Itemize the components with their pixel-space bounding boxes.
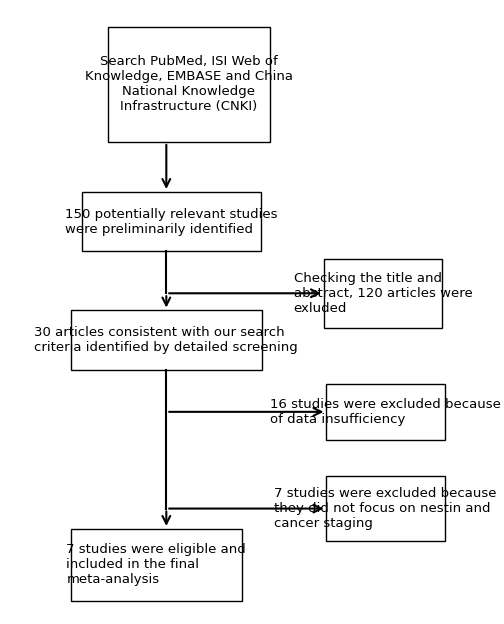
Bar [324,259,443,328]
Text: 30 articles consistent with our search
criteria identified by detailed screening: 30 articles consistent with our search c… [34,326,298,354]
Text: 7 studies were excluded because
they did not focus on nestin and
cancer staging: 7 studies were excluded because they did… [274,487,497,530]
Text: Checking the title and
abstract, 120 articles were
exluded: Checking the title and abstract, 120 art… [294,272,472,314]
Bar [108,26,270,142]
Bar [71,529,242,600]
Text: 150 potentially relevant studies
were preliminarily identified: 150 potentially relevant studies were pr… [65,208,278,235]
Text: Search PubMed, ISI Web of
Knowledge, EMBASE and China
National Knowledge
Infrast: Search PubMed, ISI Web of Knowledge, EMB… [85,56,293,113]
Bar [71,310,262,369]
Text: 16 studies were excluded because
of data insufficiency: 16 studies were excluded because of data… [270,398,501,426]
Text: 7 studies were eligible and
included in the final
meta-analysis: 7 studies were eligible and included in … [67,544,246,586]
Bar [82,192,261,251]
Bar [327,476,445,541]
Bar [327,384,445,440]
